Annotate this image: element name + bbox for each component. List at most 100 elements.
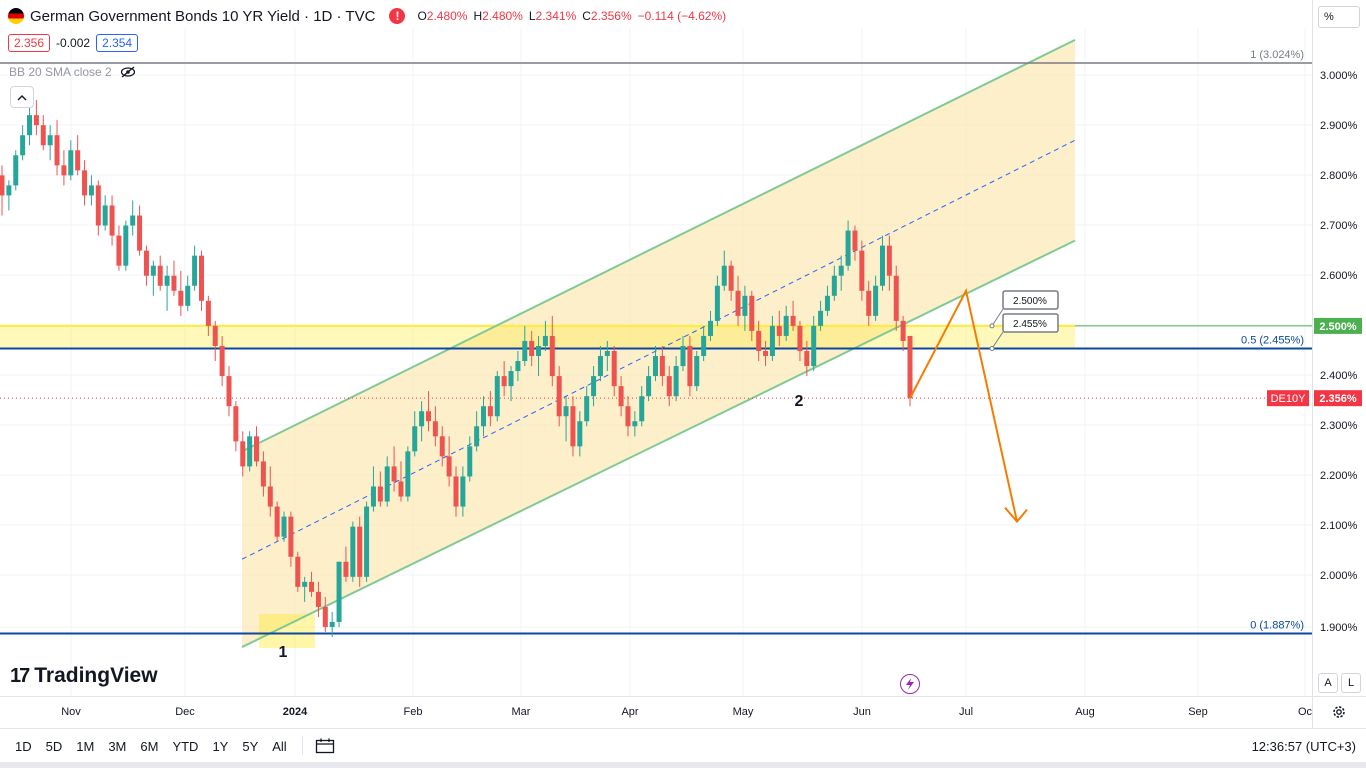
resistance-zone <box>0 325 1075 349</box>
candle-body <box>646 376 652 397</box>
y-tick-label: 2.800% <box>1320 170 1358 182</box>
ohlc-low-key: L <box>528 9 536 23</box>
y-tick-label: 2.600% <box>1320 270 1358 282</box>
candle-body <box>460 476 466 507</box>
candle-body <box>749 295 755 331</box>
candle-body <box>398 481 404 497</box>
candle-body <box>322 606 328 627</box>
candle-body <box>515 361 521 372</box>
indicator-legend[interactable]: BB 20 SMA close 2 <box>9 65 136 79</box>
price-tag-label-1: 2.455% <box>1013 319 1047 330</box>
candle-body <box>735 290 741 316</box>
candle-body <box>116 235 122 266</box>
candle-body <box>20 135 26 156</box>
timeframe-ytd[interactable]: YTD <box>172 738 199 754</box>
auto-scale-button[interactable]: A <box>1318 673 1338 693</box>
candle-body <box>192 255 198 286</box>
lightning-icon[interactable] <box>900 674 920 694</box>
candle-body <box>900 320 906 341</box>
x-tick-label: Apr <box>621 706 638 718</box>
point-label-1: 1 <box>279 644 288 661</box>
timeframe-1m[interactable]: 1M <box>76 738 95 754</box>
candle-body <box>343 561 349 577</box>
timeframe-5y[interactable]: 5Y <box>242 738 259 754</box>
candle-body <box>818 310 824 326</box>
candle-body <box>756 330 762 351</box>
timeframe-1d[interactable]: 1D <box>15 738 32 754</box>
candle-body <box>542 335 548 346</box>
candle-body <box>47 135 53 146</box>
bid-price-button[interactable]: 2.356 <box>8 34 51 52</box>
candle-body <box>219 345 225 377</box>
candle-body <box>797 325 803 351</box>
timeframe-5d[interactable]: 5D <box>45 738 63 754</box>
ask-price-button[interactable]: 2.354 <box>96 34 139 52</box>
candle-body <box>432 421 438 437</box>
candle-body <box>384 466 390 502</box>
candle-body <box>357 526 363 577</box>
candle-body <box>370 486 376 507</box>
candle-body <box>811 325 817 367</box>
candle-body <box>27 115 33 136</box>
y-tick-label: 2.900% <box>1320 120 1358 132</box>
candle-body <box>453 476 459 507</box>
y-tick-label: 2.700% <box>1320 220 1358 232</box>
lightning-bolt-glyph <box>906 678 914 690</box>
fib-label-1: 0.5 (2.455%) <box>1241 334 1304 346</box>
symbol-title[interactable]: German Government Bonds 10 YR Yield · 1D… <box>30 7 376 25</box>
clock-readout[interactable]: 12:36:57 (UTC+3) <box>1251 738 1356 754</box>
tradingview-logo[interactable]: 17 TradingView <box>10 664 158 688</box>
candle-body <box>425 411 431 422</box>
toolbar-divider <box>301 737 303 755</box>
candle-body <box>212 325 218 346</box>
timeframe-6m[interactable]: 6M <box>140 738 159 754</box>
x-tick-label: Sep <box>1188 706 1208 718</box>
axis-tag-label-1: 2.356% <box>1319 393 1357 405</box>
y-tick-label: 2.400% <box>1320 370 1358 382</box>
collapse-legend-button[interactable] <box>10 86 34 108</box>
candle-body <box>494 376 500 417</box>
alert-icon[interactable]: ! <box>389 8 406 24</box>
eye-off-icon[interactable] <box>120 66 136 78</box>
log-scale-button[interactable]: L <box>1341 673 1361 693</box>
candle-body <box>315 591 321 607</box>
price-tag-leader-1 <box>991 331 1004 349</box>
candle-body <box>260 461 266 487</box>
germany-flag-icon <box>8 8 24 24</box>
timeframe-3m[interactable]: 3M <box>108 738 127 754</box>
point-label-2: 2 <box>795 393 804 410</box>
gear-icon[interactable] <box>1330 703 1348 721</box>
tradingview-logo-mark: 17 <box>10 664 30 687</box>
y-tick-label: 2.200% <box>1320 470 1358 482</box>
candle-body <box>412 426 418 452</box>
percent-scale-button[interactable]: % <box>1318 6 1360 28</box>
candle-body <box>714 285 720 321</box>
calendar-range-icon[interactable] <box>315 738 335 754</box>
candle-body <box>556 376 562 417</box>
timeframe-1y[interactable]: 1Y <box>212 738 229 754</box>
candle-body <box>694 356 700 387</box>
candle-body <box>907 335 913 399</box>
candle-body <box>446 456 452 477</box>
ohlc-low-value: 2.341% <box>535 9 577 23</box>
candle-body <box>769 325 775 357</box>
candle-body <box>302 581 308 587</box>
candle-body <box>13 155 19 186</box>
candle-body <box>501 376 507 387</box>
y-tick-label: 1.900% <box>1320 622 1358 634</box>
candle-body <box>267 486 273 507</box>
chart-area[interactable]: 1 (3.024%) 0.5 (2.455%) 0 (1.887%) 2.500% 2.… <box>0 0 1366 728</box>
candle-body <box>522 340 528 362</box>
candle-body <box>419 411 425 427</box>
symbol-tag-box <box>1267 390 1309 407</box>
axis-tag-box-1 <box>1314 390 1362 407</box>
ohlc-close-value: 2.356% <box>590 9 632 23</box>
ohlc-open-value: 2.480% <box>426 9 468 23</box>
bid-ask-box: 2.356 -0.002 2.354 <box>8 33 139 53</box>
candle-body <box>350 526 356 577</box>
candle-body <box>804 351 810 367</box>
candle-body <box>831 275 837 296</box>
timeframe-all[interactable]: All <box>272 738 287 754</box>
candle-body <box>659 356 665 377</box>
candle-body <box>143 250 149 276</box>
